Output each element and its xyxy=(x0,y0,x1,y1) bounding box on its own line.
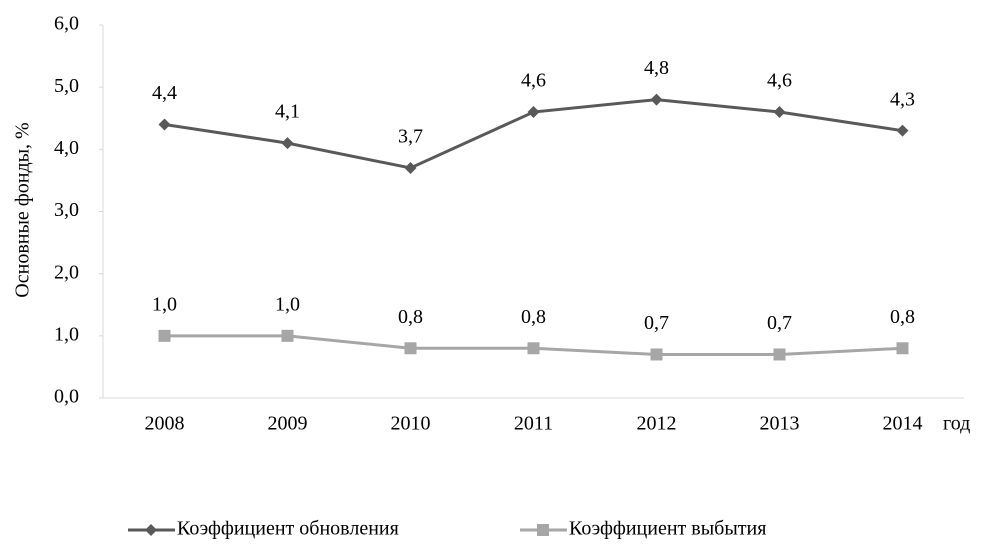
data-label: 4,6 xyxy=(767,70,792,92)
legend-label: Коэффициент обновления xyxy=(177,518,399,540)
data-point xyxy=(527,342,540,355)
y-tick-label: 5,0 xyxy=(54,75,79,97)
data-point xyxy=(773,106,786,119)
y-tick-label: 6,0 xyxy=(54,13,79,35)
data-point xyxy=(404,342,417,355)
data-label: 0,7 xyxy=(644,312,669,334)
legend-label: Коэффициент выбытия xyxy=(569,518,766,540)
data-label: 4,3 xyxy=(890,88,915,110)
data-point xyxy=(281,329,294,342)
data-label: 4,4 xyxy=(152,82,177,104)
data-point xyxy=(650,348,663,361)
data-label: 4,8 xyxy=(644,57,669,79)
data-label: 4,6 xyxy=(521,70,546,92)
y-tick-label: 3,0 xyxy=(54,199,79,221)
data-label: 0,8 xyxy=(398,306,423,328)
data-point xyxy=(896,342,909,355)
data-point xyxy=(404,161,417,174)
x-tick-label: 2012 xyxy=(637,413,677,435)
data-point xyxy=(650,93,663,106)
y-tick-label: 1,0 xyxy=(54,323,79,345)
data-point xyxy=(281,137,294,150)
data-label: 1,0 xyxy=(275,293,300,315)
legend-marker xyxy=(537,524,549,536)
legend-marker xyxy=(145,524,157,536)
data-label: 0,8 xyxy=(521,306,546,328)
x-tick-label: 2011 xyxy=(514,413,553,435)
y-tick-label: 2,0 xyxy=(54,261,79,283)
data-label: 1,0 xyxy=(152,293,177,315)
data-point xyxy=(896,124,909,137)
x-tick-label: 2009 xyxy=(268,413,308,435)
y-tick-label: 4,0 xyxy=(54,137,79,159)
data-label: 0,7 xyxy=(767,312,792,334)
data-label: 0,8 xyxy=(890,306,915,328)
data-label: 3,7 xyxy=(398,126,423,148)
x-axis-label: год xyxy=(943,413,970,435)
data-label: 4,1 xyxy=(275,101,300,123)
data-point xyxy=(773,348,786,361)
x-tick-label: 2010 xyxy=(391,413,431,435)
x-tick-label: 2008 xyxy=(145,413,185,435)
data-point xyxy=(527,106,540,119)
data-point xyxy=(158,118,171,131)
x-tick-label: 2013 xyxy=(760,413,800,435)
data-point xyxy=(158,329,171,342)
y-tick-label: 0,0 xyxy=(54,386,79,408)
x-tick-label: 2014 xyxy=(883,413,923,435)
y-axis-label: Основные фонды, % xyxy=(12,122,34,297)
